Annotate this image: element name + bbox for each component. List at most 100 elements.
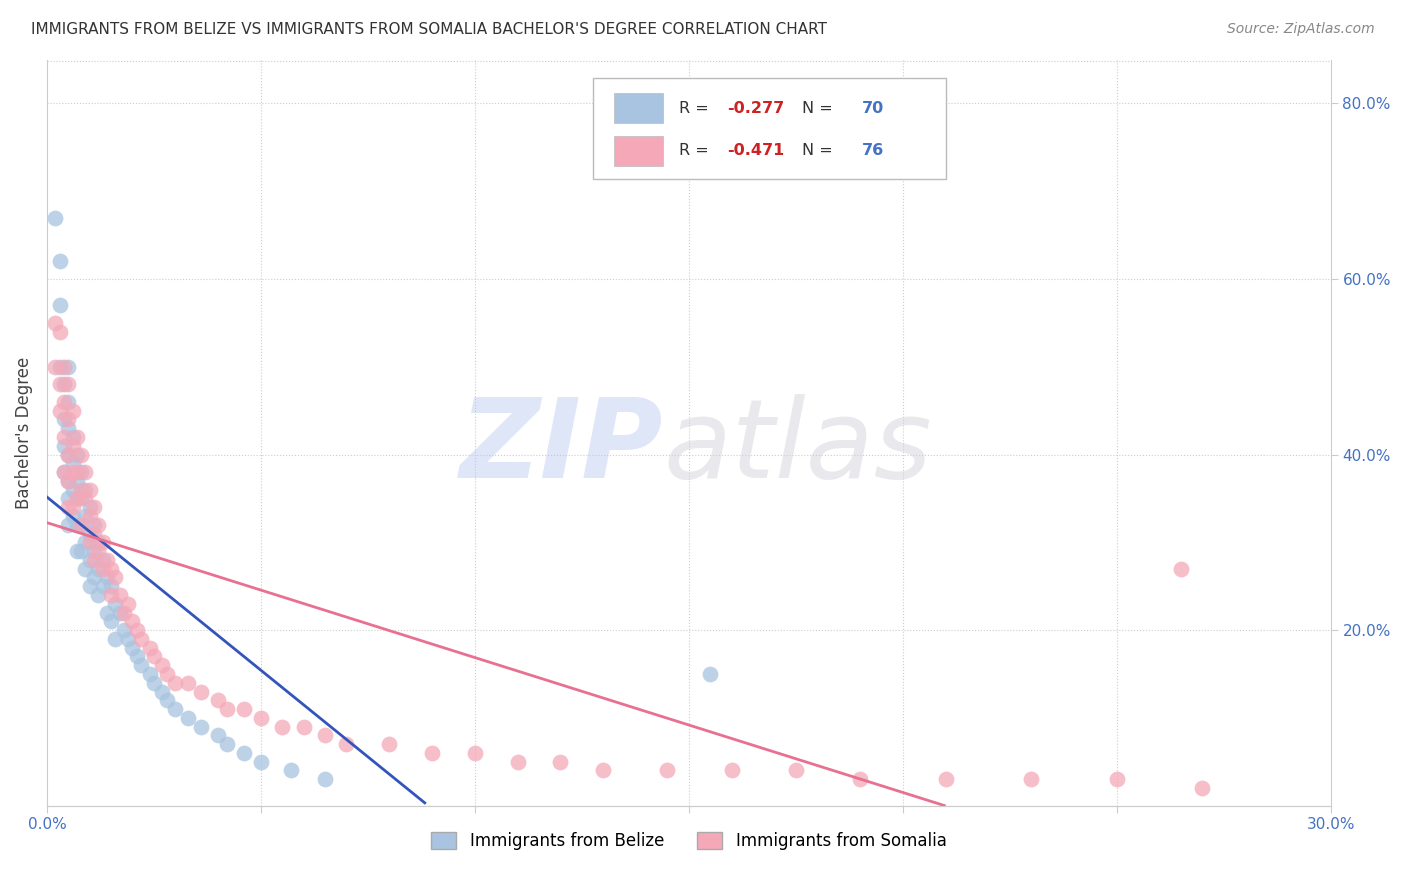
Point	[108, 606, 131, 620]
Point	[280, 764, 302, 778]
Point	[142, 675, 165, 690]
Point	[100, 588, 122, 602]
Point	[592, 764, 614, 778]
Point	[44, 211, 66, 225]
Point	[129, 658, 152, 673]
Point	[121, 640, 143, 655]
Point	[420, 746, 443, 760]
Point	[70, 544, 93, 558]
Point	[66, 544, 89, 558]
Point	[58, 491, 80, 506]
Text: ZIP: ZIP	[460, 394, 664, 501]
Point	[292, 720, 315, 734]
Point	[58, 448, 80, 462]
Point	[190, 720, 212, 734]
Text: 76: 76	[862, 144, 884, 159]
Point	[79, 500, 101, 515]
Point	[207, 693, 229, 707]
Point	[96, 553, 118, 567]
Point	[96, 606, 118, 620]
Point	[100, 615, 122, 629]
Point	[62, 465, 84, 479]
Point	[104, 632, 127, 646]
Point	[62, 508, 84, 523]
Point	[464, 746, 486, 760]
Point	[58, 359, 80, 374]
Point	[156, 693, 179, 707]
Point	[87, 535, 110, 549]
Point	[117, 597, 139, 611]
Point	[91, 561, 114, 575]
Point	[70, 517, 93, 532]
Point	[232, 746, 254, 760]
Point	[112, 623, 135, 637]
Point	[83, 526, 105, 541]
Point	[1105, 772, 1128, 787]
Point	[314, 772, 336, 787]
FancyBboxPatch shape	[614, 136, 664, 166]
Point	[62, 483, 84, 497]
Point	[112, 606, 135, 620]
Point	[58, 448, 80, 462]
Point	[62, 500, 84, 515]
Point	[62, 430, 84, 444]
Point	[58, 474, 80, 488]
Point	[100, 579, 122, 593]
Point	[1019, 772, 1042, 787]
Point	[125, 623, 148, 637]
Point	[785, 764, 807, 778]
Point	[152, 684, 174, 698]
Point	[58, 412, 80, 426]
Legend: Immigrants from Belize, Immigrants from Somalia: Immigrants from Belize, Immigrants from …	[425, 825, 953, 857]
Point	[699, 667, 721, 681]
Point	[87, 544, 110, 558]
Text: atlas: atlas	[664, 394, 932, 501]
Point	[62, 439, 84, 453]
Point	[53, 359, 76, 374]
Point	[156, 667, 179, 681]
Point	[53, 395, 76, 409]
Point	[117, 632, 139, 646]
Point	[121, 615, 143, 629]
Point	[48, 403, 70, 417]
Point	[75, 508, 97, 523]
Point	[250, 755, 273, 769]
Point	[91, 553, 114, 567]
Point	[83, 500, 105, 515]
Point	[104, 570, 127, 584]
Point	[70, 491, 93, 506]
Point	[177, 675, 200, 690]
Point	[125, 649, 148, 664]
Point	[138, 640, 160, 655]
Point	[48, 325, 70, 339]
Point	[66, 491, 89, 506]
Point	[83, 544, 105, 558]
Point	[79, 553, 101, 567]
Point	[550, 755, 572, 769]
Point	[849, 772, 872, 787]
Text: N =: N =	[801, 101, 838, 116]
Point	[53, 377, 76, 392]
Point	[79, 579, 101, 593]
Point	[87, 561, 110, 575]
Point	[100, 561, 122, 575]
Point	[44, 316, 66, 330]
Point	[53, 430, 76, 444]
Point	[66, 448, 89, 462]
Point	[70, 483, 93, 497]
Point	[935, 772, 957, 787]
Point	[70, 465, 93, 479]
Text: -0.277: -0.277	[727, 101, 785, 116]
Point	[79, 483, 101, 497]
Point	[87, 517, 110, 532]
Point	[75, 561, 97, 575]
Point	[53, 439, 76, 453]
Point	[314, 728, 336, 742]
Point	[66, 491, 89, 506]
Point	[87, 588, 110, 602]
Point	[66, 465, 89, 479]
Point	[79, 508, 101, 523]
Point	[53, 465, 76, 479]
Point	[48, 359, 70, 374]
Point	[66, 517, 89, 532]
